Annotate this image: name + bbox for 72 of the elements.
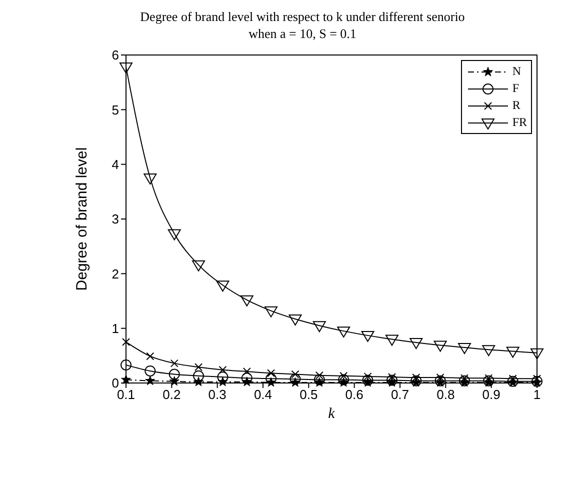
chart-title: Degree of brand level with respect to k under different senorio [139, 8, 466, 25]
point [267, 369, 276, 378]
point [266, 373, 277, 384]
point [290, 374, 301, 385]
point [364, 372, 372, 380]
point [458, 342, 471, 354]
point [312, 321, 326, 332]
point [120, 374, 132, 384]
point [192, 260, 206, 272]
y-tick-label: 3 [112, 212, 119, 227]
legend-label: N [512, 64, 521, 79]
point [315, 371, 324, 380]
y-tick-label: 4 [112, 156, 119, 172]
point [120, 62, 132, 74]
point [338, 374, 350, 386]
legend-label: F [512, 81, 519, 96]
x-tick-label: 0.9 [482, 387, 500, 402]
point [410, 338, 423, 350]
x-tick-label: 0.5 [300, 387, 318, 402]
point [288, 314, 302, 326]
point [388, 372, 396, 381]
point [337, 326, 350, 338]
x-axis-title: k [328, 406, 336, 422]
x-tick-label: 0.1 [116, 387, 136, 402]
y-tick-label: 2 [112, 266, 119, 282]
point [361, 330, 374, 342]
point [120, 359, 132, 370]
y-axis-title: Degree of brand level [73, 147, 90, 291]
point [217, 371, 228, 382]
x-tick-label: 0.3 [208, 387, 226, 402]
x-tick-label: 0.7 [390, 387, 410, 402]
point [193, 370, 204, 382]
point [122, 338, 130, 346]
y-tick-label: 5 [112, 102, 119, 118]
point [340, 372, 348, 380]
point [240, 295, 254, 306]
point [385, 334, 398, 346]
y-tick-label: 1 [112, 320, 119, 336]
point [482, 345, 496, 356]
point [291, 370, 300, 378]
point [530, 348, 544, 360]
point [144, 365, 156, 376]
point [218, 366, 227, 374]
point [264, 306, 278, 318]
point [169, 376, 180, 386]
point [242, 368, 251, 376]
point [168, 368, 180, 380]
point [506, 346, 520, 358]
point [362, 374, 374, 386]
x-tick-label: 0.6 [345, 387, 364, 402]
x-tick-label: 0.2 [162, 387, 181, 402]
point [314, 374, 325, 386]
y-tick-label: 0 [112, 376, 119, 391]
point [386, 374, 398, 386]
point [146, 352, 154, 360]
point [145, 376, 156, 386]
point [216, 280, 230, 292]
point [434, 340, 447, 352]
point [241, 372, 252, 384]
point [533, 374, 541, 383]
point [194, 363, 203, 372]
chart-subtitle: when a = 10, S = 0.1 [248, 25, 358, 42]
legend-label: FR [512, 115, 527, 130]
point [170, 359, 178, 368]
x-tick-label: 0.4 [254, 387, 272, 402]
x-tick-label: 1 [533, 387, 541, 402]
legend-label: R [512, 98, 520, 113]
point [144, 174, 157, 184]
point [168, 229, 181, 240]
y-tick-label: 6 [112, 48, 119, 63]
x-tick-label: 0.8 [436, 387, 455, 402]
point [508, 374, 517, 383]
